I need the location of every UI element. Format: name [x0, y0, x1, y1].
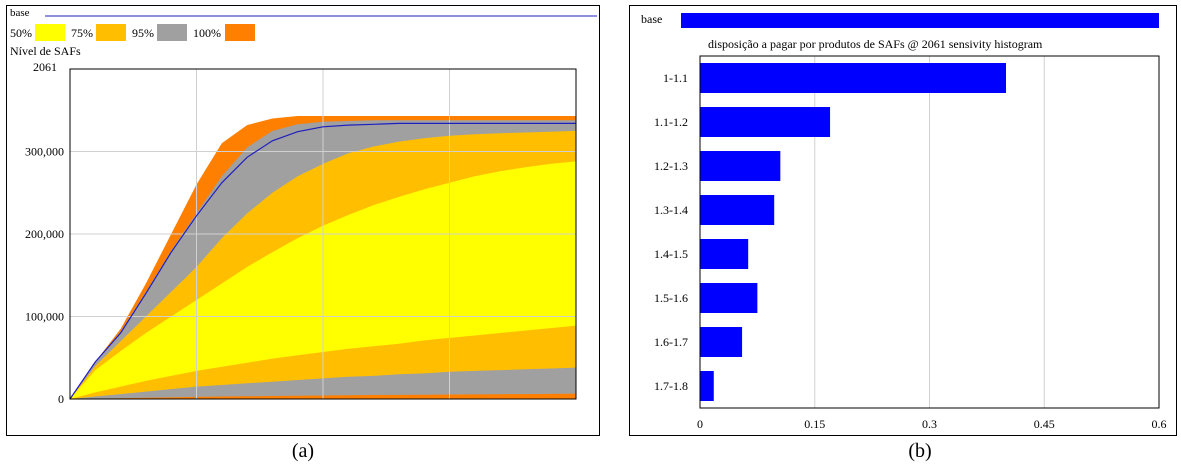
x-tick-label: 0.15 [804, 417, 825, 431]
legend-swatch [35, 24, 65, 41]
y-tick-label: 0 [58, 392, 64, 406]
plot-area: 0 100,000 200,000 300,000 [25, 68, 577, 406]
histogram-svg: base disposição a pagar por produtos de … [641, 12, 1167, 431]
chart-panel-a: base 50% 75% 95% 100% Nível de SAFs 2061 0 1… [6, 5, 600, 436]
category-label: 1.6-1.7 [654, 335, 688, 349]
base-series-line [69, 122, 576, 400]
legend-label: 50% [10, 26, 32, 40]
histogram-bar [700, 151, 781, 181]
legend-swatch [96, 24, 126, 41]
x-tick-label: 0 [697, 417, 703, 431]
caption-a: (a) [291, 440, 315, 462]
area-chart-svg: base 50% 75% 95% 100% Nível de SAFs 2061 0 1… [10, 7, 597, 406]
histogram-bar [700, 239, 749, 269]
base-label-b: base [641, 12, 662, 26]
category-label: 1.3-1.4 [654, 203, 688, 217]
legend-label: 75% [71, 26, 93, 40]
chart-panel-b: base disposição a pagar por produtos de … [629, 5, 1177, 436]
legend-label: 95% [132, 26, 154, 40]
chart-title: disposição a pagar por produtos de SAFs … [708, 37, 1043, 51]
x-tick-label: 0.6 [1152, 417, 1167, 431]
category-label: 1.7-1.8 [654, 379, 688, 393]
base-legend-bar [681, 13, 1159, 28]
legend-label: 100% [193, 26, 221, 40]
legend-swatch [225, 24, 255, 41]
y-tick-label: 300,000 [25, 145, 64, 159]
plot-border [699, 55, 1160, 409]
y-axis-label: Nível de SAFs [10, 44, 81, 58]
category-label: 1.2-1.3 [654, 159, 688, 173]
histogram-bar [700, 371, 714, 401]
caption-b: (b) [908, 440, 932, 462]
category-label: 1.1-1.2 [654, 115, 688, 129]
category-label: 1.4-1.5 [654, 247, 688, 261]
x-tick-label: 0.3 [922, 417, 937, 431]
histogram-bar [700, 107, 831, 137]
base-label-a: base [10, 7, 30, 19]
category-label: 1.5-1.6 [654, 291, 688, 305]
plot-border [69, 68, 577, 400]
y-tick-label: 100,000 [25, 310, 64, 324]
histogram-bar [700, 327, 743, 357]
y-top-label: 2061 [33, 60, 57, 74]
legend-swatch [157, 24, 187, 41]
legend: 50% 75% 95% 100% [10, 24, 255, 41]
category-label: 1-1.1 [663, 71, 688, 85]
y-tick-label: 200,000 [25, 227, 64, 241]
histogram-bar [700, 195, 775, 225]
x-tick-label: 0.45 [1034, 417, 1055, 431]
plot-area: 1-1.1 1.1-1.2 1.2-1.3 1.3-1.4 1.4-1.5 1.5-1.6… [654, 55, 1167, 431]
histogram-bar [700, 283, 758, 313]
histogram-bar [700, 63, 1006, 93]
